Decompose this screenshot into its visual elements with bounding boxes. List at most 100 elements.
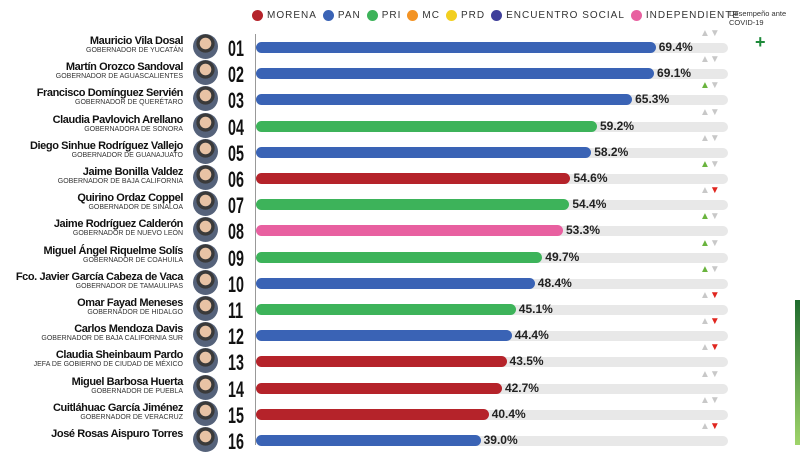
avatar xyxy=(193,269,218,295)
value-bar xyxy=(256,304,516,315)
value-bar xyxy=(256,68,655,80)
trend-up-icon: ▲ xyxy=(700,368,710,380)
governor-title: GOBERNADOR DE SINALOA xyxy=(88,204,183,212)
value-label: 40.4% xyxy=(491,406,526,421)
legend-item: MC xyxy=(407,10,440,21)
governor-row: Jaime Rodríguez Calderón GOBERNADOR DE NU… xyxy=(0,212,800,245)
trend-indicator: ▲▼ xyxy=(700,237,720,249)
trend-up-icon: ▲ xyxy=(700,106,710,118)
value-bar xyxy=(256,225,563,237)
value-label: 42.7% xyxy=(504,380,539,395)
avatar xyxy=(193,165,218,190)
legend-label: PRD xyxy=(460,10,486,21)
trend-indicator: ▲▼ xyxy=(700,81,720,91)
trend-indicator: ▲▼ xyxy=(700,291,720,301)
value-label: 59.2% xyxy=(599,118,635,133)
trend-down-icon: ▼ xyxy=(709,316,720,328)
value-bar xyxy=(256,173,571,184)
governor-title: GOBERNADOR DE QUERÉTARO xyxy=(75,99,183,107)
value-label: 54.4% xyxy=(572,197,607,212)
governor-name: Fco. Javier García Cabeza de Vaca xyxy=(15,270,184,283)
rank-number: 04 xyxy=(228,114,244,140)
value-label: 53.3% xyxy=(566,223,601,238)
governor-row: Claudia Pavlovich Arellano GOBERNADORA DE… xyxy=(0,107,800,140)
rank-number: 10 xyxy=(228,271,244,297)
trend-up-icon: ▲ xyxy=(700,263,710,275)
governor-row: Diego Sinhue Rodríguez Vallejo GOBERNADOR… xyxy=(0,133,800,166)
trend-down-icon: ▼ xyxy=(709,368,720,380)
governor-row: Mauricio Vila Dosal GOBERNADOR DE YUCATÁN… xyxy=(0,29,800,61)
rank-number: 16 xyxy=(228,429,244,454)
avatar xyxy=(193,322,218,348)
governor-title: GOBERNADOR DE COAHUILA xyxy=(83,256,183,264)
legend-label: PAN xyxy=(337,10,361,21)
trend-down-icon: ▼ xyxy=(709,211,720,223)
bar-track xyxy=(256,409,728,420)
trend-indicator: ▲▼ xyxy=(700,212,720,222)
governor-row: Fco. Javier García Cabeza de Vaca GOBERNA… xyxy=(0,264,800,297)
governor-title: GOBERNADOR DE VERACRUZ xyxy=(80,413,183,421)
rank-number: 07 xyxy=(228,193,244,219)
legend-swatch xyxy=(407,10,419,21)
legend-swatch xyxy=(630,10,642,21)
rank-number: 08 xyxy=(228,219,244,245)
rank-number: 12 xyxy=(228,324,244,350)
rank-number: 01 xyxy=(228,36,244,61)
trend-indicator: ▲▼ xyxy=(700,133,720,144)
legend-label: PRI xyxy=(381,10,402,21)
legend-label: MC xyxy=(422,10,440,21)
value-bar xyxy=(256,277,535,289)
bar-track xyxy=(256,436,728,446)
trend-up-icon: ▲ xyxy=(700,342,710,354)
trend-up-icon: ▲ xyxy=(700,316,710,328)
governor-row: Quirino Ordaz Coppel GOBERNADOR DE SINALO… xyxy=(0,186,800,219)
trend-down-icon: ▼ xyxy=(709,342,720,354)
trend-indicator: ▲▼ xyxy=(700,317,720,327)
decorative-green-bar xyxy=(795,300,800,445)
governor-row: Francisco Domínguez Servién GOBERNADOR DE… xyxy=(0,81,800,114)
avatar xyxy=(193,296,218,321)
trend-up-icon: ▲ xyxy=(700,211,710,223)
trend-indicator: ▲▼ xyxy=(700,160,720,170)
trend-down-icon: ▼ xyxy=(709,159,720,170)
trend-up-icon: ▲ xyxy=(700,185,710,197)
trend-up-icon: ▲ xyxy=(700,54,710,66)
avatar xyxy=(193,427,218,452)
plus-icon: + xyxy=(755,32,766,52)
rank-number: 05 xyxy=(228,140,244,166)
trend-down-icon: ▼ xyxy=(709,80,720,92)
governor-name: Francisco Domínguez Servién xyxy=(36,87,184,100)
governor-name: Cuitláhuac García Jiménez xyxy=(53,401,183,414)
trend-down-icon: ▼ xyxy=(709,237,720,249)
trend-down-icon: ▼ xyxy=(709,263,720,275)
legend-item: INDEPENDIENTE xyxy=(630,10,740,21)
value-bar xyxy=(256,408,489,420)
legend-swatch xyxy=(445,10,457,21)
governor-name: Martín Orozco Sandoval xyxy=(65,61,184,74)
governor-name: Claudia Sheinbaum Pardo xyxy=(55,349,184,362)
governor-title: GOBERNADOR DE HIDALGO xyxy=(87,309,183,316)
governor-name: Miguel Ángel Riquelme Solís xyxy=(43,244,183,257)
value-bar xyxy=(256,199,570,211)
trend-down-icon: ▼ xyxy=(709,106,720,118)
avatar xyxy=(193,191,218,217)
governor-title: GOBERNADOR DE BAJA CALIFORNIA SUR xyxy=(41,335,183,343)
governor-row: Omar Fayad Meneses GOBERNADOR DE HIDALGO 1… xyxy=(0,291,800,323)
rank-number: 03 xyxy=(228,88,244,114)
trend-indicator: ▲▼ xyxy=(700,29,720,39)
trend-up-icon: ▲ xyxy=(700,237,710,249)
avatar xyxy=(193,138,218,164)
value-bar xyxy=(256,251,543,263)
value-label: 49.7% xyxy=(545,249,580,264)
trend-up-icon: ▲ xyxy=(700,421,710,432)
legend-swatch xyxy=(491,10,503,21)
legend-label: MORENA xyxy=(267,10,317,21)
value-label: 58.2% xyxy=(594,144,629,159)
value-label: 45.1% xyxy=(518,302,553,316)
rank-number: 15 xyxy=(228,402,244,428)
governor-name: Miguel Barbosa Huerta xyxy=(71,375,184,388)
trend-up-icon: ▲ xyxy=(700,290,710,301)
avatar xyxy=(193,112,218,138)
trend-down-icon: ▼ xyxy=(709,185,720,197)
value-bar xyxy=(256,120,597,132)
